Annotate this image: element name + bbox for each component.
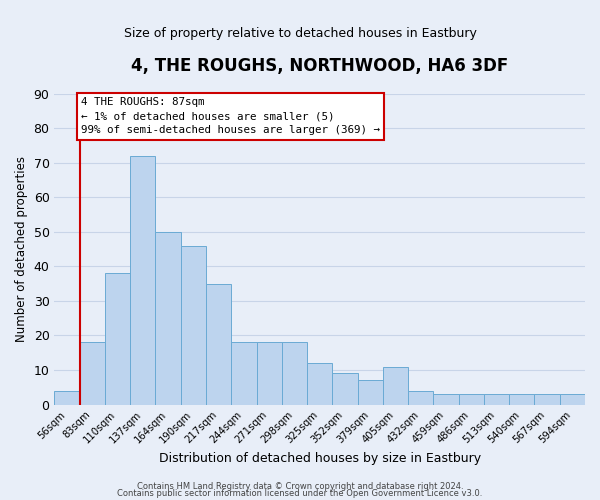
Bar [55, 391, 80, 404]
Bar [358, 380, 383, 404]
Y-axis label: Number of detached properties: Number of detached properties [15, 156, 28, 342]
Bar [80, 342, 105, 404]
X-axis label: Distribution of detached houses by size in Eastbury: Distribution of detached houses by size … [158, 452, 481, 465]
Bar [509, 394, 535, 404]
Bar [282, 342, 307, 404]
Bar [484, 394, 509, 404]
Bar [408, 391, 433, 404]
Bar [231, 342, 257, 404]
Bar [130, 156, 155, 404]
Text: Size of property relative to detached houses in Eastbury: Size of property relative to detached ho… [124, 28, 476, 40]
Text: 4 THE ROUGHS: 87sqm
← 1% of detached houses are smaller (5)
99% of semi-detached: 4 THE ROUGHS: 87sqm ← 1% of detached hou… [81, 97, 380, 135]
Bar [458, 394, 484, 404]
Bar [206, 284, 231, 405]
Bar [433, 394, 458, 404]
Bar [535, 394, 560, 404]
Text: Contains HM Land Registry data © Crown copyright and database right 2024.: Contains HM Land Registry data © Crown c… [137, 482, 463, 491]
Bar [105, 274, 130, 404]
Title: 4, THE ROUGHS, NORTHWOOD, HA6 3DF: 4, THE ROUGHS, NORTHWOOD, HA6 3DF [131, 58, 508, 76]
Bar [155, 232, 181, 404]
Bar [307, 363, 332, 405]
Bar [181, 246, 206, 404]
Bar [332, 374, 358, 404]
Bar [383, 366, 408, 405]
Bar [257, 342, 282, 404]
Text: Contains public sector information licensed under the Open Government Licence v3: Contains public sector information licen… [118, 490, 482, 498]
Bar [560, 394, 585, 404]
